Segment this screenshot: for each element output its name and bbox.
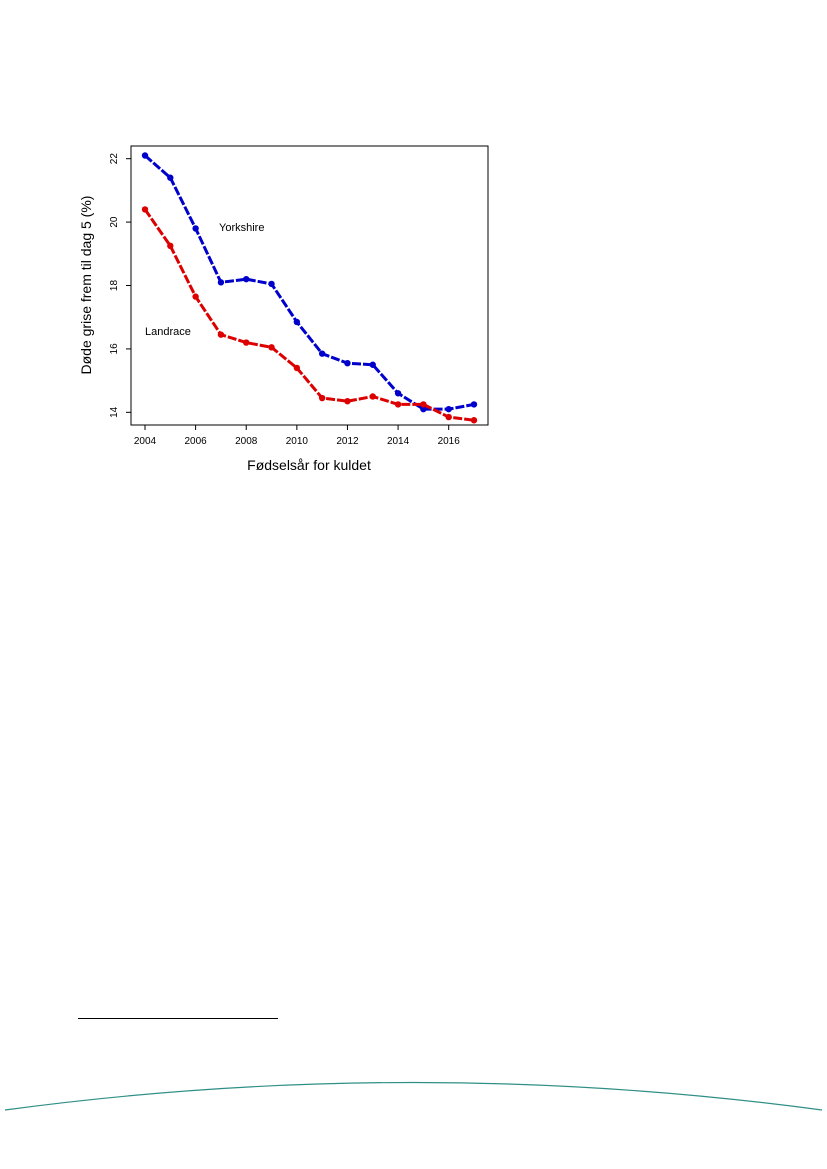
data-point-yorkshire [420, 405, 427, 413]
series-label-yorkshire: Yorkshire [219, 222, 264, 234]
data-point-landrace [268, 344, 275, 351]
x-tick-label: 2012 [336, 436, 359, 447]
data-point-yorkshire [167, 174, 174, 181]
data-point-landrace [420, 401, 427, 408]
data-point-yorkshire [470, 401, 478, 408]
data-point-landrace [217, 331, 225, 338]
y-tick-label: 18 [109, 280, 120, 292]
line-chart: 2004 2006 2008 2010 2012 2014 2016 1416182022 … [78, 145, 489, 473]
y-tick-label: 22 [109, 153, 120, 165]
y-axis: 14 16 18 20 22 [109, 153, 131, 418]
data-point-yorkshire [243, 275, 250, 283]
data-point-yorkshire [445, 405, 452, 413]
data-point-yorkshire [318, 350, 326, 357]
y-axis-title: Døde grise frem til dag 5 (%) [78, 196, 94, 375]
footer-arc-line [4, 1081, 823, 1111]
data-point-yorkshire [192, 225, 199, 232]
data-point-yorkshire [394, 390, 402, 397]
y-tick-label: 20 [109, 216, 120, 228]
data-point-landrace [167, 242, 174, 250]
data-point-landrace [344, 398, 351, 405]
data-point-landrace [141, 206, 149, 213]
data-point-landrace [470, 417, 478, 424]
data-point-yorkshire [141, 152, 149, 159]
data-point-landrace [394, 401, 402, 408]
x-tick-label: 2006 [184, 436, 207, 447]
footnote-divider [78, 1018, 278, 1019]
data-point-yorkshire [344, 359, 351, 367]
data-point-landrace [369, 393, 376, 400]
x-tick-label: 2014 [387, 436, 410, 447]
series-line-landrace [143, 208, 475, 422]
plot-frame [130, 145, 489, 426]
data-point-yorkshire [293, 318, 301, 326]
data-point-yorkshire [268, 280, 275, 288]
x-axis-title: Fødselsår for kuldet [247, 457, 371, 473]
footer-decorative-arc [4, 1081, 823, 1111]
data-point-yorkshire [217, 279, 225, 286]
x-tick-label: 2010 [286, 436, 309, 447]
series-points [141, 152, 478, 424]
data-point-landrace [243, 339, 250, 346]
y-tick-label: 16 [109, 343, 120, 355]
data-point-landrace [192, 293, 199, 300]
series-lines [143, 154, 475, 422]
data-point-landrace [445, 413, 452, 421]
data-point-landrace [318, 394, 326, 402]
x-tick-label: 2008 [235, 436, 258, 447]
data-point-yorkshire [369, 361, 376, 368]
series-line-yorkshire [144, 154, 475, 411]
series-label-landrace: Landrace [145, 326, 191, 338]
x-axis: 2004 2006 2008 2010 2012 2014 2016 [134, 425, 460, 447]
y-tick-label: 14 [109, 406, 120, 418]
data-point-landrace [293, 364, 301, 372]
x-tick-label: 2004 [134, 436, 157, 447]
x-tick-label: 2016 [438, 436, 461, 447]
